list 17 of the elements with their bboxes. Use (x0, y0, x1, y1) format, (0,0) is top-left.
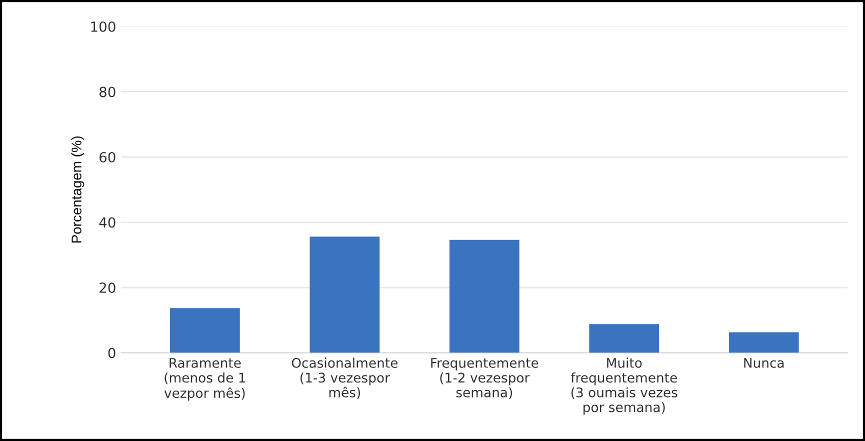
x-tick-label: Nunca (744, 358, 784, 368)
bar (170, 308, 240, 353)
y-tick-label: 20 (100, 282, 116, 294)
y-tick-label: 80 (100, 86, 116, 98)
bar (449, 240, 520, 353)
x-tick-label: Raramente (menos de 1 vezpor mês) (164, 358, 246, 401)
y-tick-label: 60 (100, 152, 116, 162)
bar (589, 324, 660, 353)
y-tick-label: 0 (108, 348, 116, 358)
x-tick-label: Ocasionalmente (1-3 vezespor mês) (292, 358, 398, 399)
y-axis-title: Porcentagem (%) (71, 136, 84, 243)
y-tick-label: 100 (91, 21, 116, 32)
x-tick-label: Muito frequentemente (3 oumais vezes por semana) (570, 358, 678, 415)
bar (728, 332, 799, 353)
bar (310, 236, 380, 353)
x-tick-label: Frequentemente (1-2 vezespor semana) (431, 358, 538, 399)
y-tick-label: 40 (99, 217, 116, 228)
